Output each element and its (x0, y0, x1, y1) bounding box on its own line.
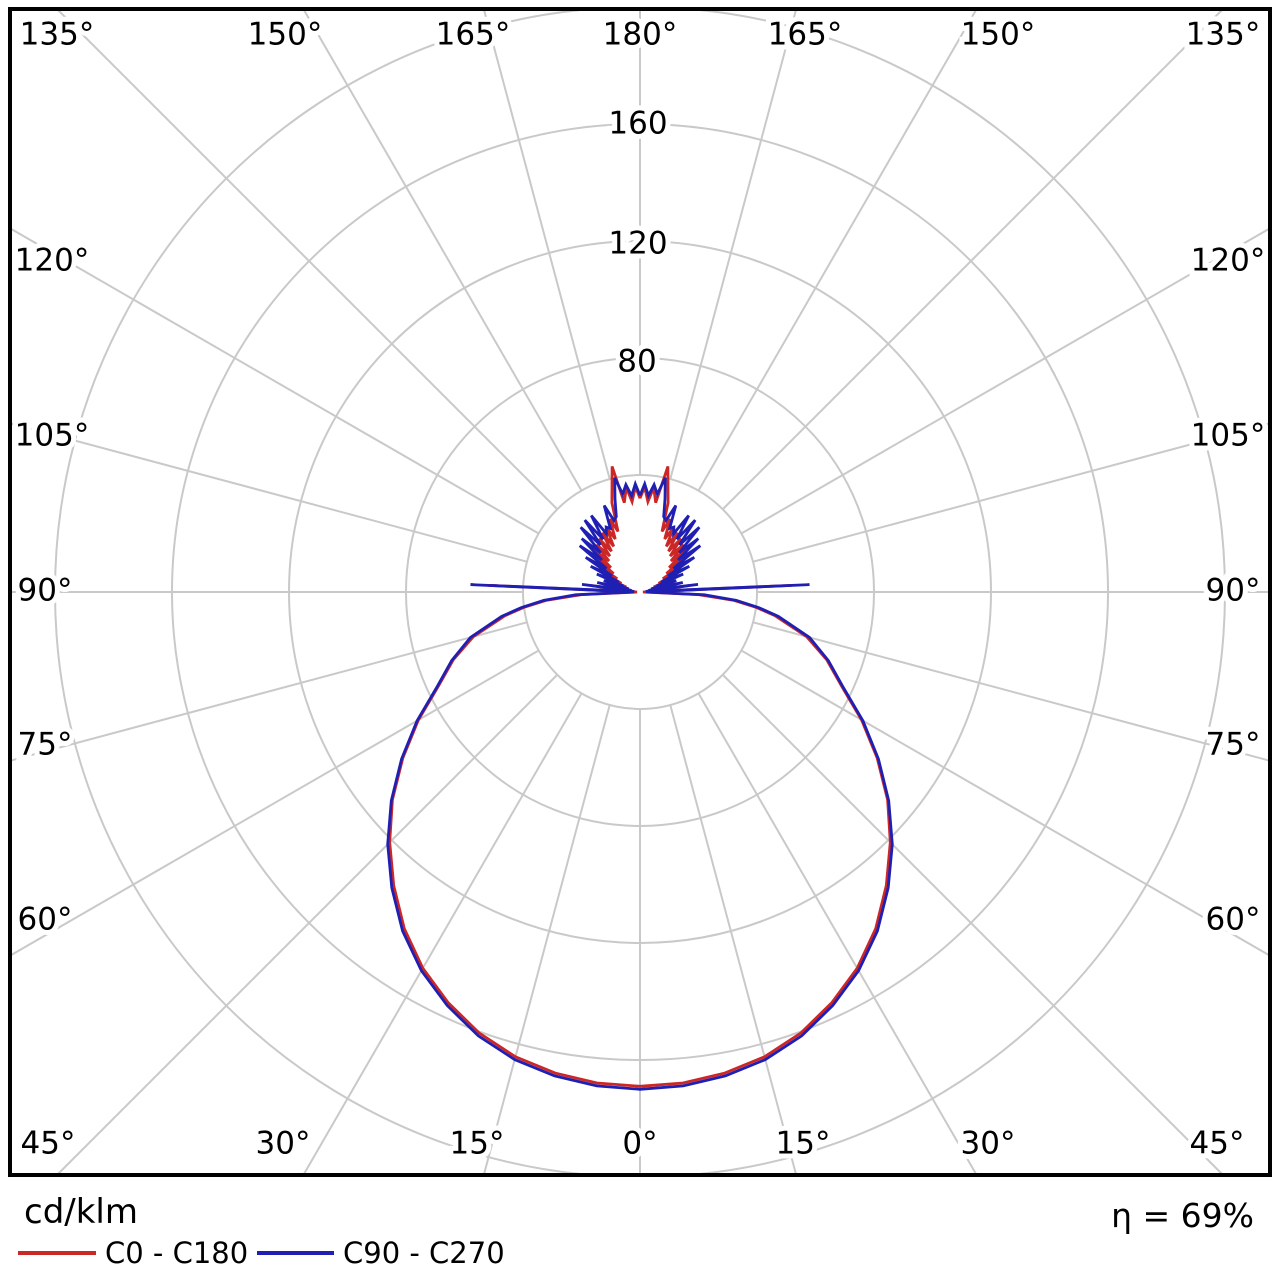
svg-text:30°: 30° (256, 1126, 311, 1162)
svg-text:15°: 15° (450, 1126, 505, 1162)
svg-text:105°: 105° (1191, 418, 1266, 454)
svg-text:60°: 60° (18, 902, 73, 938)
svg-text:30°: 30° (961, 1126, 1016, 1162)
svg-text:135°: 135° (1186, 17, 1261, 53)
svg-text:160: 160 (608, 106, 667, 142)
svg-text:150°: 150° (248, 17, 323, 53)
svg-text:120°: 120° (1191, 243, 1266, 279)
svg-text:105°: 105° (15, 418, 90, 454)
svg-text:135°: 135° (20, 17, 95, 53)
svg-text:165°: 165° (436, 17, 511, 53)
efficiency-value: η = 69% (1111, 1196, 1254, 1235)
svg-text:45°: 45° (21, 1126, 76, 1162)
svg-text:180°: 180° (603, 17, 678, 53)
legend-line-red-icon (18, 1251, 96, 1255)
svg-text:165°: 165° (768, 17, 843, 53)
unit-label: cd/klm (24, 1192, 138, 1232)
svg-text:120: 120 (608, 226, 667, 262)
svg-text:150°: 150° (961, 17, 1036, 53)
svg-text:120°: 120° (15, 243, 90, 279)
legend-item-c90-c270: C90 - C270 (257, 1236, 505, 1270)
svg-text:45°: 45° (1190, 1126, 1245, 1162)
svg-text:90°: 90° (1206, 573, 1261, 609)
svg-text:80: 80 (617, 344, 656, 380)
legend-label-c90-c270: C90 - C270 (343, 1236, 505, 1270)
legend-item-c0-c180: C0 - C180 (18, 1236, 248, 1270)
svg-text:75°: 75° (18, 727, 73, 763)
svg-text:90°: 90° (18, 573, 73, 609)
svg-text:75°: 75° (1206, 727, 1261, 763)
legend-label-c0-c180: C0 - C180 (105, 1236, 249, 1270)
svg-text:60°: 60° (1206, 902, 1261, 938)
legend-line-blue-icon (257, 1251, 334, 1255)
svg-text:15°: 15° (776, 1126, 831, 1162)
svg-text:0°: 0° (622, 1126, 657, 1162)
